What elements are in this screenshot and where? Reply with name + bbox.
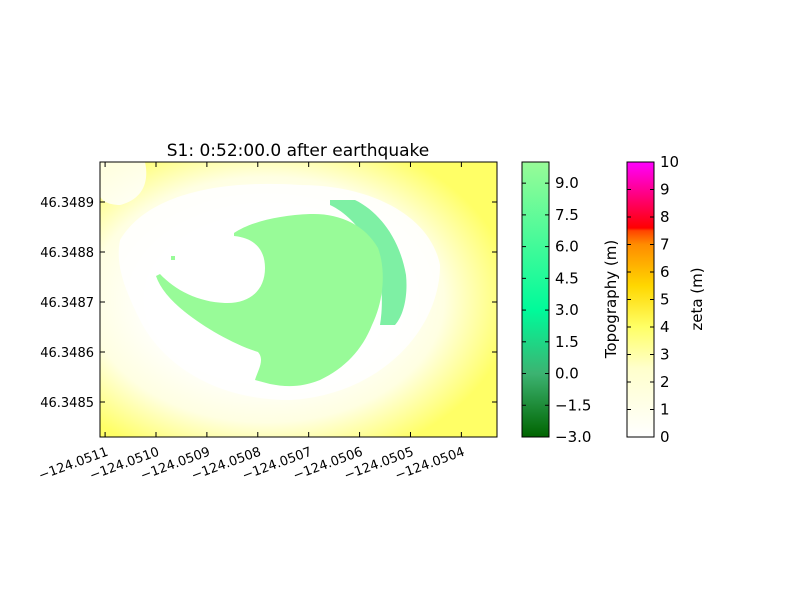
topography-colorbar-ticks: −3.0 −1.5 0.0 1.5 3.0 4.5 6.0 7.5 9.0 [522, 174, 591, 446]
colorbar-tick-label: 9.0 [555, 174, 579, 192]
land-mass [156, 213, 383, 387]
colorbar-tick-label: −3.0 [555, 428, 591, 446]
land-speck [171, 256, 175, 260]
y-tick-label: 46.3488 [40, 246, 94, 261]
colorbar-tick-label: 5 [660, 291, 670, 309]
colorbar-tick-label: 6.0 [555, 238, 579, 256]
y-tick-label: 46.3487 [40, 296, 94, 311]
map-plot [100, 162, 497, 437]
topography-colorbar [521, 161, 550, 438]
colorbar-tick-label: 0 [660, 428, 670, 446]
colorbar-tick-label: 1 [660, 401, 670, 419]
colorbar-tick-label: 7.5 [555, 206, 579, 224]
upper-left-white [100, 162, 147, 205]
colorbar-tick-label: 4.5 [555, 269, 579, 287]
y-tick-label: 46.3486 [40, 346, 94, 361]
colorbar-tick-label: 1.5 [555, 333, 579, 351]
y-axis: 46.3485 46.3486 46.3487 46.3488 46.3489 [40, 196, 497, 411]
colorbar-tick-label: −1.5 [555, 396, 591, 414]
zeta-colorbar [626, 161, 655, 438]
colorbar-tick-label: 4 [660, 318, 670, 336]
topography-colorbar-label: Topography (m) [602, 240, 620, 359]
y-tick-label: 46.3485 [40, 396, 94, 411]
colorbar-tick-label: 0.0 [555, 365, 579, 383]
colorbar-tick-label: 3.0 [555, 301, 579, 319]
colorbar-tick-label: 2 [660, 373, 670, 391]
colorbar-tick-label: 8 [660, 208, 670, 226]
colorbar-tick-label: 10 [660, 153, 679, 171]
colorbar-tick-label: 7 [660, 236, 670, 254]
zeta-colorbar-label: zeta (m) [688, 267, 706, 330]
colorbar-tick-label: 6 [660, 263, 670, 281]
zeta-colorbar-ticks: 0 1 2 3 4 5 6 7 8 9 10 [627, 153, 679, 446]
colorbar-tick-label: 3 [660, 346, 670, 364]
chart-title: S1: 0:52:00.0 after earthquake [167, 141, 430, 161]
island-strip [330, 200, 407, 325]
plot-frame [99, 161, 498, 438]
y-tick-label: 46.3489 [40, 196, 94, 211]
colorbar-tick-label: 9 [660, 181, 670, 199]
